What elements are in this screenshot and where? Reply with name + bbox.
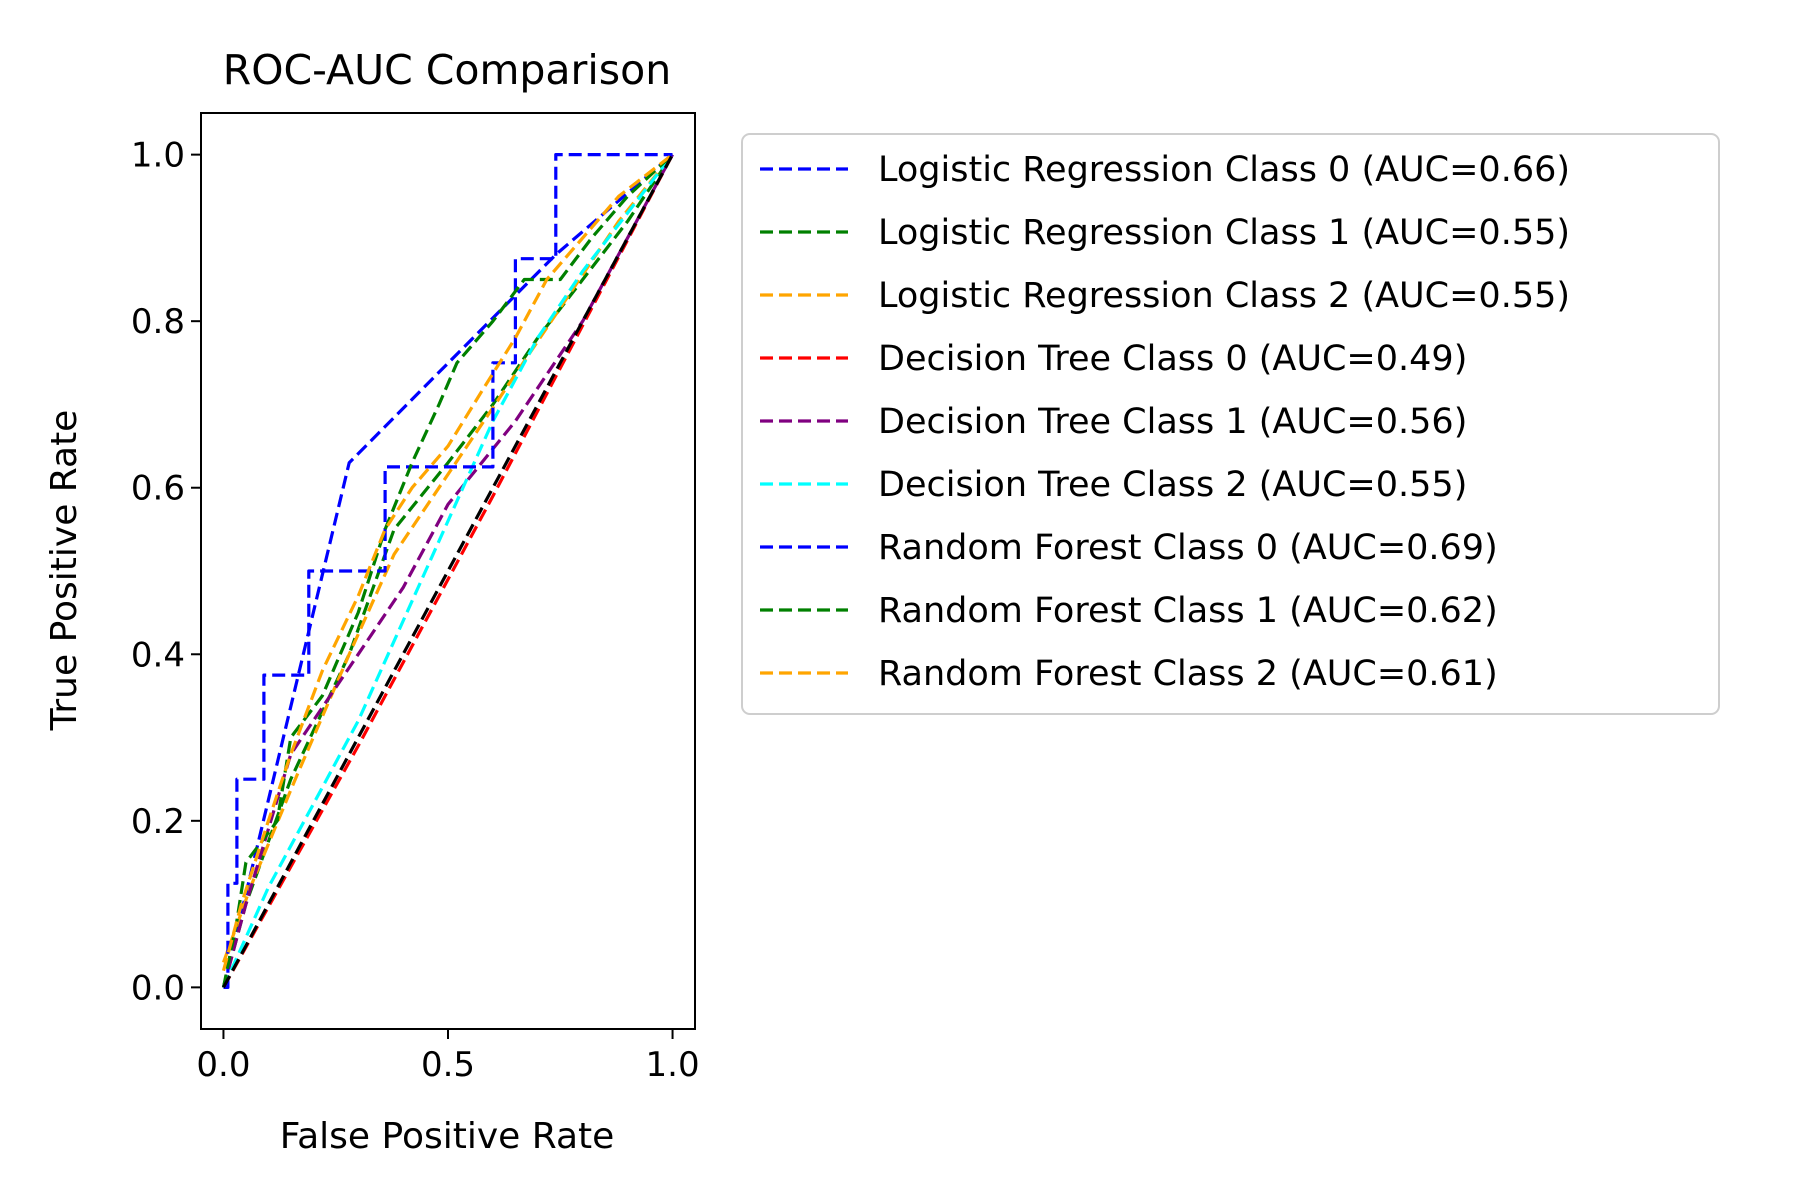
legend-label: Decision Tree Class 2 (AUC=0.55) [878,465,1467,505]
series-lines [221,153,674,990]
series-line-4 [222,153,674,989]
legend-label: Decision Tree Class 1 (AUC=0.56) [878,402,1467,442]
legend-label: Logistic Regression Class 2 (AUC=0.55) [878,276,1570,316]
legend-box [741,133,1720,715]
x-axis-label: False Positive Rate [280,1116,615,1157]
y-tick-label: 1.0 [131,136,185,176]
legend-label: Random Forest Class 2 (AUC=0.61) [878,654,1498,694]
y-tick-label: 0.8 [131,302,185,342]
y-tick-label: 0.0 [131,968,185,1008]
series-line-8 [221,153,674,988]
legend-label: Logistic Regression Class 0 (AUC=0.66) [878,150,1570,190]
legend: Logistic Regression Class 0 (AUC=0.66) Lo… [741,133,1720,715]
x-tick-label: 0.0 [196,1045,250,1085]
series-line-6 [222,153,674,989]
y-tick-label: 0.4 [131,635,185,675]
series-line-1 [221,153,674,988]
legend-label: Random Forest Class 0 (AUC=0.69) [878,528,1498,568]
x-tick-label: 0.5 [421,1045,475,1085]
chart-title: ROC-AUC Comparison [223,46,671,94]
series-line-5 [221,153,674,988]
y-axis-label: True Positive Rate [44,410,85,732]
legend-label: Logistic Regression Class 1 (AUC=0.55) [878,213,1570,253]
legend-label: Random Forest Class 1 (AUC=0.62) [878,591,1498,631]
series-line-7 [223,153,673,990]
reference-diagonal-line [222,153,674,989]
legend-label: Decision Tree Class 0 (AUC=0.49) [878,339,1467,379]
y-tick-label: 0.6 [131,469,185,509]
plot-frame [200,112,696,1030]
series-line-9 [221,153,674,972]
y-tick-label: 0.2 [131,802,185,842]
axis-ticks: 0.0 0.5 1.0 0.0 0.2 0.4 0.6 0.8 1.0 [131,136,700,1085]
series-line-3 [221,153,674,963]
x-tick-label: 1.0 [646,1045,700,1085]
